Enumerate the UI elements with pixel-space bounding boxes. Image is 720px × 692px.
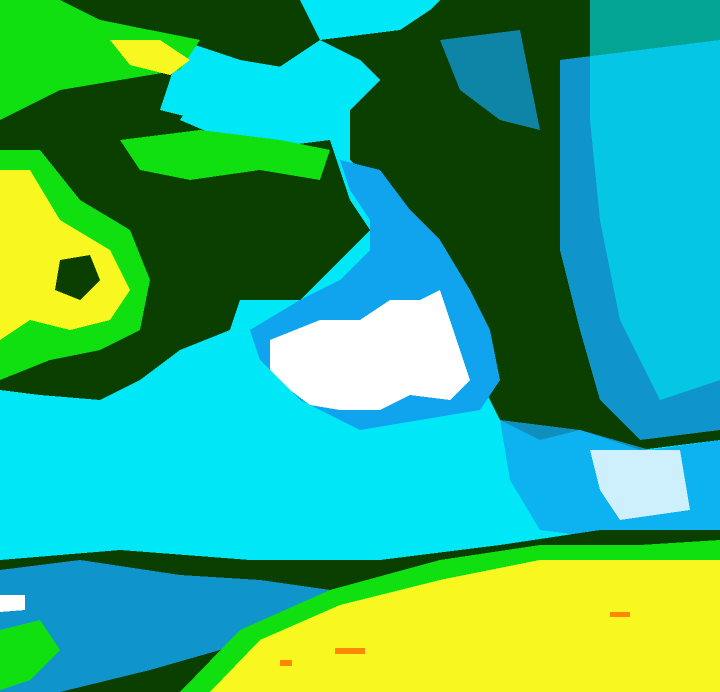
cyan-channel-northwest (160, 40, 330, 130)
yellow-region-west (0, 170, 130, 340)
white-region-central (270, 290, 470, 410)
white-speckle-southeast (590, 450, 690, 520)
yellow-region-south (210, 560, 720, 692)
dark-green-spot-west (55, 255, 100, 300)
orange-patch-south (335, 648, 365, 654)
orange-patch-south-2 (280, 660, 292, 666)
blue-speckle-north (440, 30, 540, 130)
blue-speckle-southwest (0, 560, 330, 692)
orange-patch-southeast (610, 612, 630, 617)
white-speckle-southwest (0, 595, 25, 612)
green-strip (120, 130, 330, 180)
yellow-patch-north (110, 40, 190, 75)
cyan-speckle-east (590, 0, 720, 400)
green-region-northwest (0, 0, 200, 120)
green-patch-southwest (0, 620, 60, 690)
